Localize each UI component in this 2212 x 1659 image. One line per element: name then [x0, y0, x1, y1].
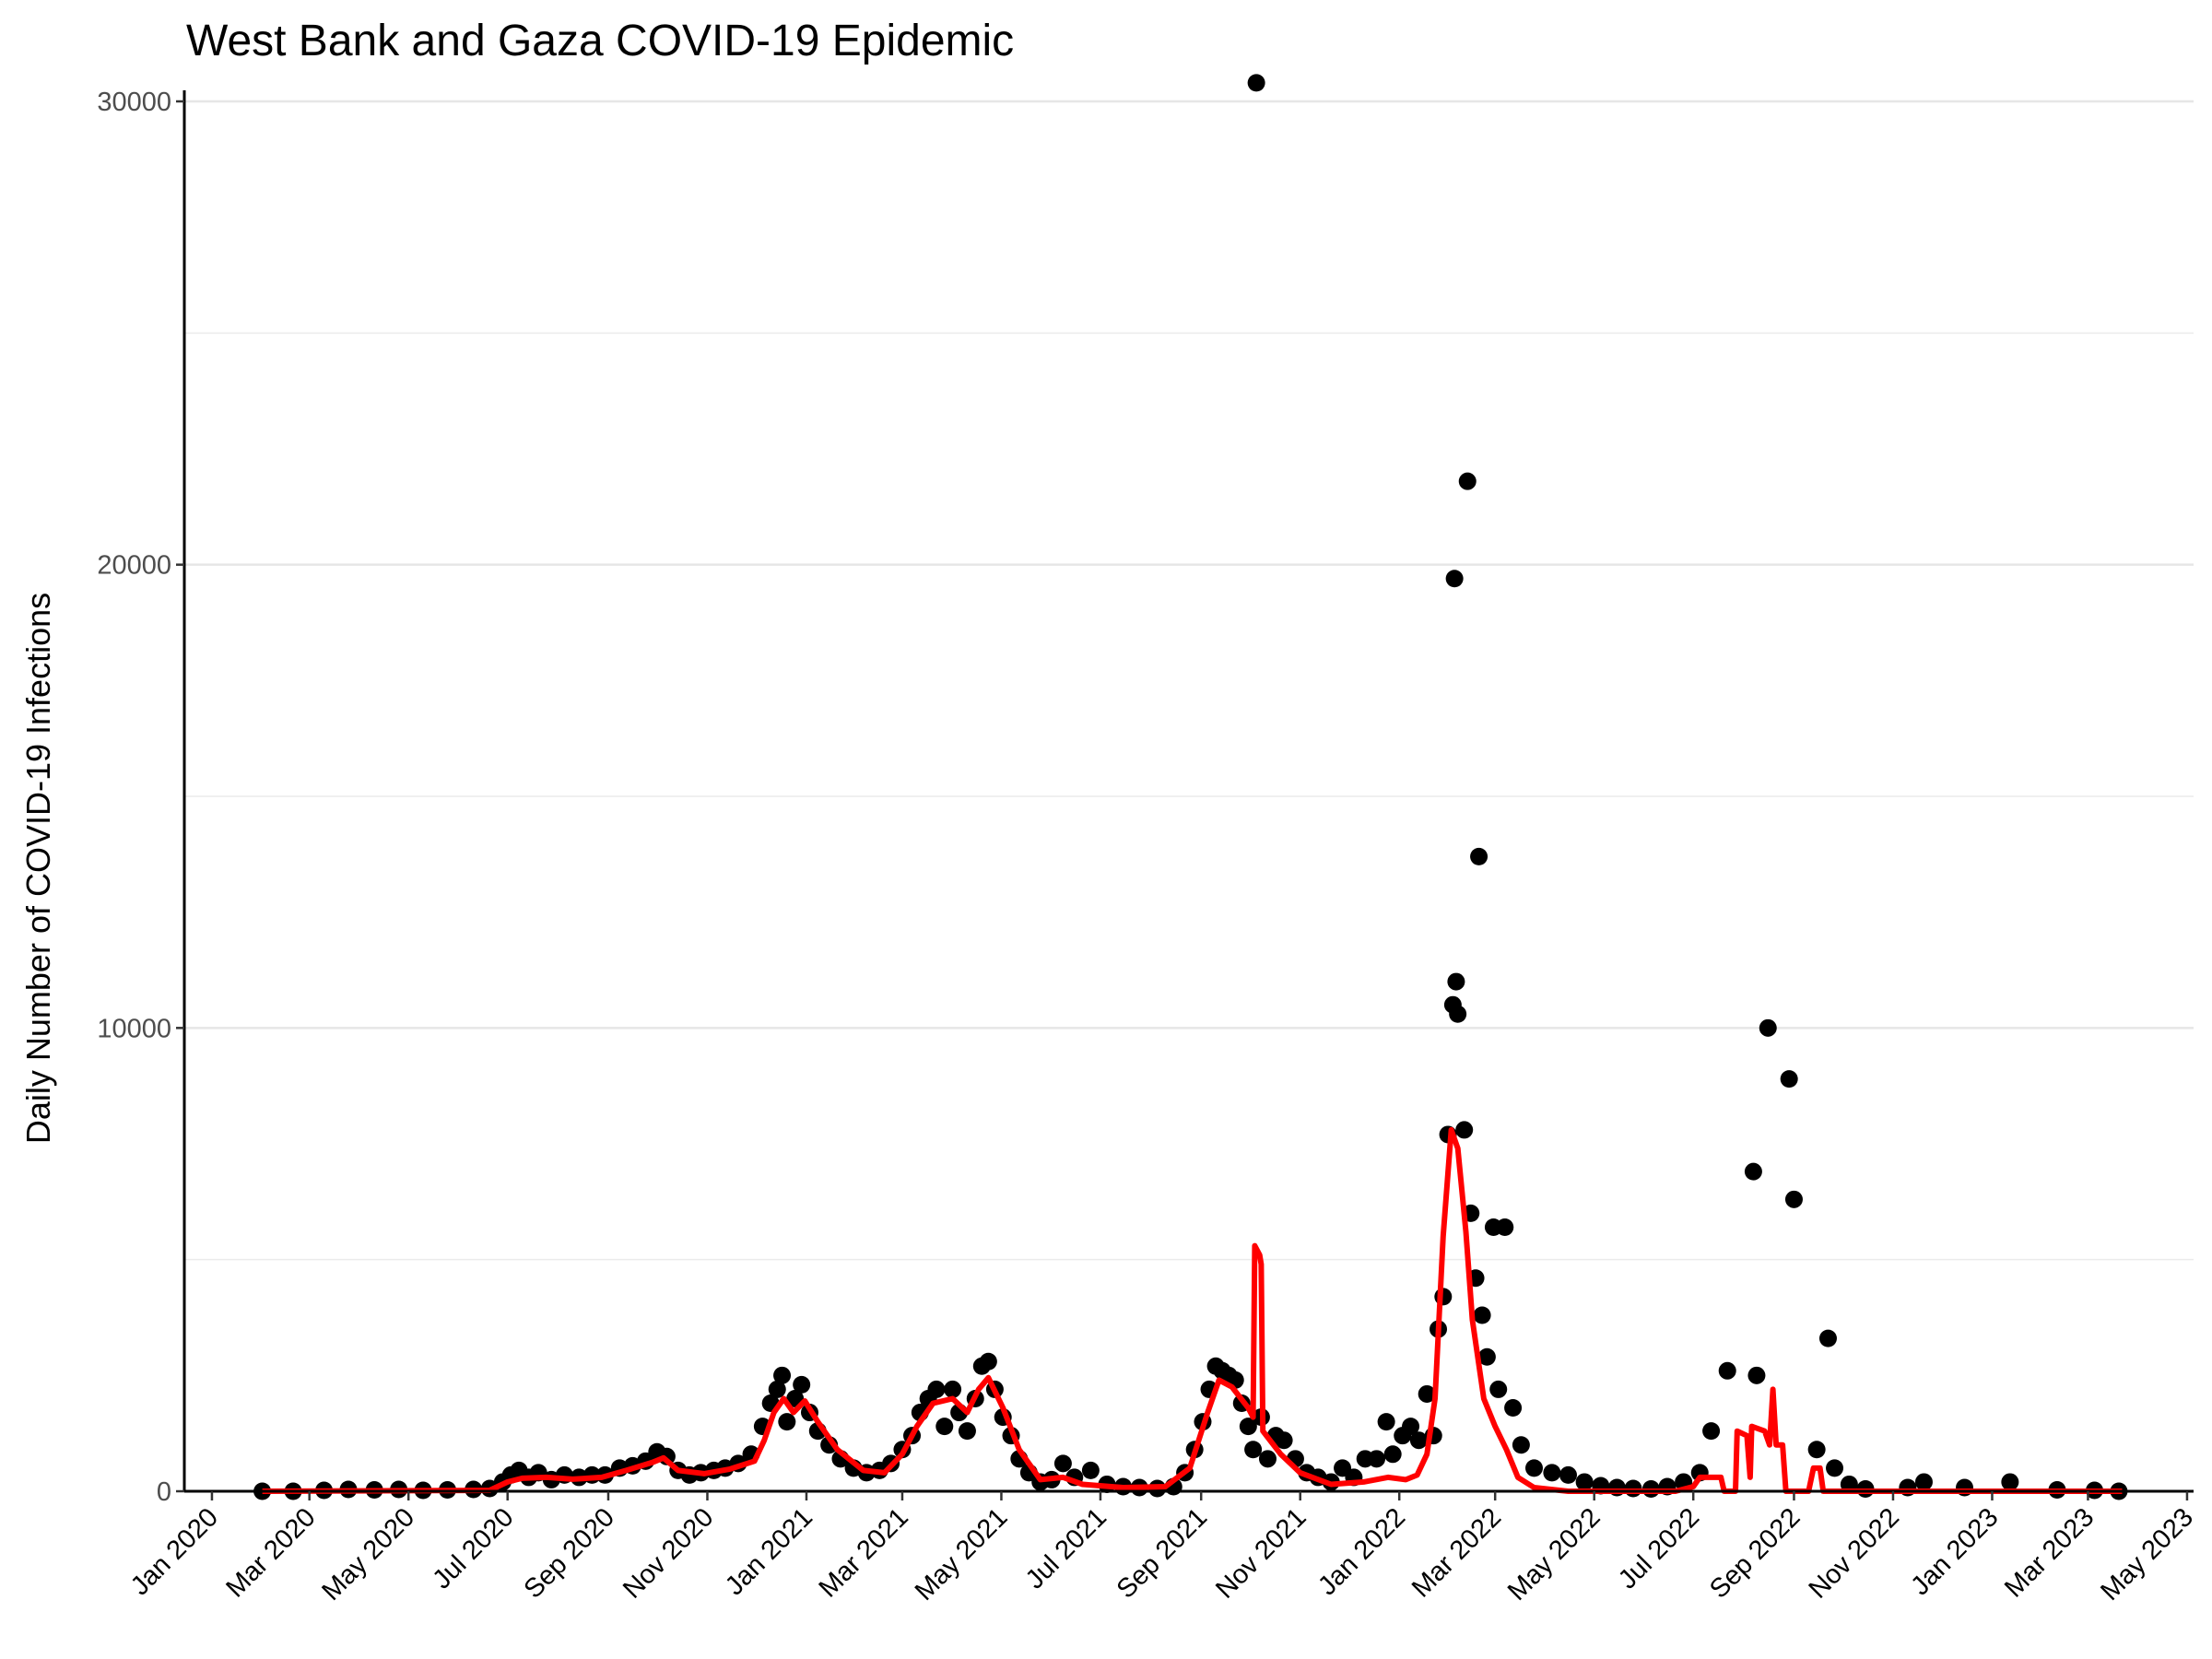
data-point — [1747, 1366, 1766, 1384]
data-point — [1455, 1121, 1474, 1139]
y-tick-label: 20000 — [97, 551, 171, 581]
data-point — [1807, 1441, 1826, 1459]
data-point — [1477, 1347, 1496, 1366]
y-tick-label: 30000 — [97, 88, 171, 117]
data-point — [1473, 1306, 1491, 1324]
data-point — [1368, 1450, 1386, 1468]
axes — [182, 90, 2194, 1493]
data-point — [1512, 1436, 1530, 1454]
x-tick-label: Nov 2020 — [618, 1502, 719, 1604]
data-point — [1258, 1450, 1277, 1468]
data-point — [1447, 972, 1465, 991]
x-tick-label: Jul 2022 — [1613, 1502, 1705, 1594]
x-tick-label: Mar 2021 — [814, 1502, 914, 1603]
data-point — [1784, 1190, 1803, 1208]
x-tick-label: Sep 2022 — [1704, 1502, 1806, 1604]
data-point — [1780, 1070, 1798, 1088]
x-tick-label: Jul 2020 — [427, 1502, 519, 1594]
data-point — [1718, 1361, 1736, 1380]
data-point — [1818, 1329, 1837, 1347]
data-point — [1383, 1445, 1402, 1464]
data-point — [1504, 1399, 1523, 1418]
data-point — [1458, 472, 1477, 490]
x-tick-label: Sep 2020 — [519, 1502, 620, 1604]
trend-line-layer — [262, 1126, 2123, 1494]
data-point — [1496, 1218, 1514, 1236]
x-tick-label: Jul 2021 — [1020, 1502, 1112, 1594]
x-tick-label: Nov 2021 — [1210, 1502, 1312, 1604]
trend-line — [262, 1126, 2123, 1494]
data-points — [253, 74, 2128, 1500]
data-point — [778, 1413, 796, 1431]
x-tick-label: Mar 2023 — [1999, 1502, 2100, 1603]
data-point — [1524, 1459, 1543, 1477]
data-point — [1418, 1384, 1436, 1403]
x-tick-label: Mar 2022 — [1406, 1502, 1507, 1603]
data-point — [1759, 1018, 1777, 1037]
chart-title: West Bank and Gaza COVID-19 Epidemic — [186, 17, 1014, 65]
data-point — [979, 1352, 997, 1371]
data-point — [1624, 1479, 1642, 1498]
data-point — [1914, 1473, 1933, 1491]
data-point — [1445, 570, 1464, 588]
x-tick-label: Jan 2020 — [125, 1502, 224, 1601]
data-point — [1744, 1162, 1762, 1181]
x-tick-label: Jan 2023 — [1905, 1502, 2004, 1601]
data-point — [1489, 1380, 1508, 1398]
data-point — [1449, 1005, 1467, 1023]
y-tick-label: 10000 — [97, 1014, 171, 1043]
x-tick-label: May 2020 — [316, 1502, 420, 1606]
x-tick-label: Jan 2022 — [1312, 1502, 1411, 1601]
data-point — [1543, 1464, 1561, 1482]
data-point — [1053, 1454, 1072, 1473]
data-point — [1702, 1422, 1721, 1441]
data-point — [1275, 1431, 1293, 1450]
data-point — [1559, 1465, 1578, 1484]
data-point — [768, 1380, 786, 1398]
data-point — [1826, 1459, 1844, 1477]
x-tick-label: Jan 2021 — [720, 1502, 818, 1601]
data-point — [1377, 1413, 1395, 1431]
x-tick-label: Sep 2021 — [1112, 1502, 1213, 1604]
data-point — [773, 1366, 792, 1384]
data-point — [1081, 1461, 1100, 1479]
x-tick-label: May 2023 — [2095, 1502, 2199, 1606]
data-point — [1244, 1441, 1263, 1459]
x-tick-label: May 2021 — [910, 1502, 1014, 1606]
grid — [184, 100, 2194, 1493]
y-axis-label: Daily Number of COVID-19 Infections — [19, 593, 57, 1144]
x-tick-label: Nov 2022 — [1804, 1502, 1905, 1604]
data-point — [1402, 1418, 1420, 1436]
y-axis-ticks: 0 10000 20000 30000 — [97, 88, 184, 1507]
data-point — [927, 1380, 946, 1398]
x-tick-label: Mar 2020 — [220, 1502, 321, 1603]
data-point — [1239, 1418, 1257, 1436]
data-point — [1247, 74, 1265, 92]
y-tick-label: 0 — [157, 1477, 171, 1507]
data-point — [2001, 1473, 2019, 1491]
data-point — [1470, 847, 1488, 865]
data-point — [1575, 1473, 1594, 1491]
data-point — [793, 1375, 811, 1394]
data-point — [1409, 1431, 1428, 1450]
data-point — [958, 1422, 976, 1441]
data-point — [935, 1418, 954, 1436]
data-point — [944, 1380, 962, 1398]
x-tick-label: May 2022 — [1502, 1502, 1606, 1606]
